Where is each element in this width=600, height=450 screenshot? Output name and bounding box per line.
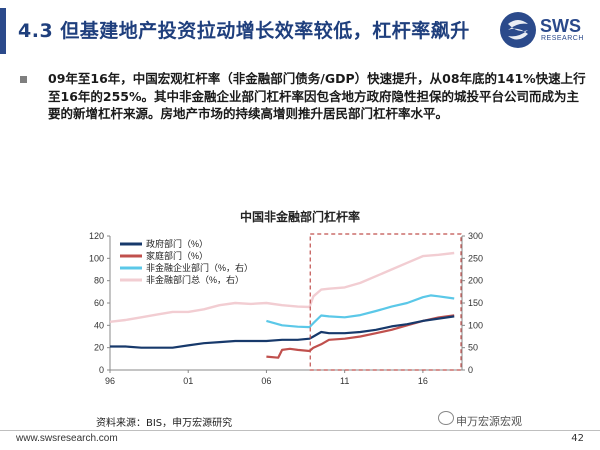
source-note: 资料来源：BIS，申万宏源研究 [96,418,233,429]
logo-subtext: RESEARCH [541,35,584,42]
x-tick-label: 96 [105,376,115,386]
header-accent-bar [0,8,6,54]
highlight-box [309,233,462,371]
y-tick-right-label: 50 [468,343,478,353]
y-tick-right-label: 100 [468,320,483,330]
leverage-line-chart: 0 20 40 60 80 100 120 0 50 100 150 200 250 300 96 01 06 1… [89,231,483,386]
x-tick-label: 11 [340,376,349,386]
legend-label-2: 非金融企业部门（%，右） [146,262,253,273]
chart-title: 中国非金融部门杠杆率 [239,210,360,224]
x-tick-label: 06 [261,376,271,386]
x-tick-label: 01 [183,376,193,386]
y-tick-left-label: 60 [94,298,104,308]
sws-logo: SWS RESEARCH [500,12,583,52]
bullet-text: 09年至16年，中国宏观杠杆率（非金融部门债务/GDP）快速提升，从08年底的1… [48,71,586,121]
y-tick-right-label: 300 [468,231,483,241]
footer-divider [0,430,600,431]
series-line-3 [109,251,455,323]
bullet-square-icon [20,76,27,83]
legend-label-0: 政府部门（%） [146,238,208,249]
legend-label-1: 家庭部门（%） [146,250,208,261]
y-tick-right-label: 200 [468,276,483,286]
slide-header: 4.3 但基建地产投资拉动增长效率较低，杠杆率飙升 SWS RESEARCH [0,0,600,56]
y-tick-right-label: 0 [468,365,473,375]
logo-wordmark: SWS [540,16,582,36]
y-tick-right-label: 150 [468,298,483,308]
watermark-text: 申万宏源宏观 [456,415,522,428]
y-tick-left-label: 120 [89,231,104,241]
y-tick-left-label: 40 [94,320,104,330]
legend-label-3: 非金融部门总（%，右） [146,274,244,285]
y-tick-left-label: 80 [94,276,104,286]
y-tick-left-label: 100 [89,253,104,263]
footer-url[interactable]: www.swsresearch.com [16,433,118,444]
y-tick-left-label: 20 [94,343,104,353]
y-tick-right-label: 250 [468,253,483,263]
series-line-2 [266,294,455,329]
series-line-0 [110,315,455,349]
series-line-1 [266,314,455,359]
slide-title: 4.3 但基建地产投资拉动增长效率较低，杠杆率飙升 [18,20,470,42]
page-number: 42 [571,433,584,444]
logo-emblem-icon [500,12,536,48]
y-tick-left-label: 0 [99,365,104,375]
x-tick-label: 16 [418,376,428,386]
wechat-icon [438,411,454,425]
